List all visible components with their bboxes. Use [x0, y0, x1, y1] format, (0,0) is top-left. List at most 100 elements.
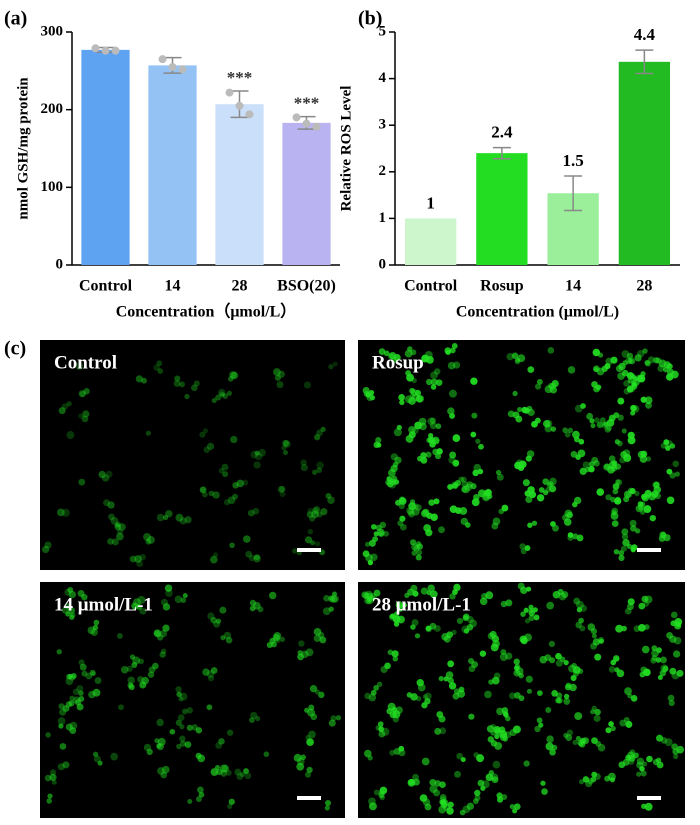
cell — [637, 375, 644, 382]
cell — [64, 588, 72, 596]
cell — [156, 360, 163, 367]
cell — [398, 496, 405, 503]
cell — [574, 712, 583, 721]
cell — [567, 366, 576, 374]
x-tick-label: Rosup — [480, 278, 524, 295]
cell — [255, 715, 261, 722]
cell — [622, 539, 630, 547]
cell — [604, 363, 611, 370]
x-tick-label: 14 — [165, 278, 181, 295]
cell — [193, 380, 200, 387]
cell — [242, 479, 249, 486]
cell — [459, 507, 468, 515]
cell — [674, 471, 680, 477]
cell — [494, 742, 503, 750]
cell — [44, 774, 52, 782]
cell — [191, 384, 198, 392]
cell — [364, 749, 372, 758]
cell — [478, 443, 484, 450]
cell — [75, 362, 84, 371]
cell — [627, 357, 635, 365]
cell — [656, 647, 662, 653]
cell — [139, 607, 147, 615]
cell — [398, 749, 406, 757]
cell — [590, 709, 596, 715]
cell — [642, 348, 648, 354]
cell — [562, 427, 569, 434]
cell — [668, 699, 675, 707]
cell — [492, 760, 501, 769]
cell — [631, 405, 640, 413]
cell — [582, 776, 590, 783]
cell — [651, 655, 658, 661]
cell — [579, 625, 586, 632]
cell — [477, 468, 484, 475]
cell — [414, 389, 422, 397]
cell — [587, 777, 594, 785]
y-tick-label: 4 — [379, 70, 387, 86]
data-point — [245, 110, 254, 119]
cell — [671, 743, 678, 750]
cell — [448, 389, 457, 398]
cell — [645, 401, 652, 409]
cell — [431, 436, 440, 445]
cell — [447, 483, 454, 490]
cell — [395, 706, 403, 714]
cell — [221, 463, 229, 471]
cell — [480, 785, 486, 791]
cell — [456, 752, 463, 760]
cell — [594, 653, 602, 661]
cell — [131, 662, 138, 669]
cell — [274, 374, 281, 381]
cell — [406, 692, 413, 698]
cell — [162, 624, 170, 632]
cell — [614, 439, 620, 445]
cell — [496, 796, 504, 803]
cell — [411, 377, 417, 384]
cell — [332, 361, 338, 367]
cell — [316, 429, 323, 437]
cell — [632, 405, 638, 412]
data-point — [111, 46, 120, 55]
cell — [268, 591, 277, 600]
panel-label: (b) — [358, 8, 382, 30]
cell — [655, 734, 664, 742]
cell — [102, 474, 110, 482]
cell — [434, 727, 442, 735]
cell — [385, 479, 391, 486]
cell — [526, 688, 532, 694]
cell — [304, 707, 310, 713]
cell — [473, 493, 480, 501]
cell — [662, 665, 669, 672]
cell — [514, 357, 521, 363]
cell — [160, 598, 168, 606]
cell — [493, 672, 501, 680]
cell — [542, 478, 549, 485]
cell — [227, 803, 233, 809]
cell — [640, 396, 647, 403]
scale-bar — [637, 796, 661, 800]
cell — [519, 543, 526, 550]
cell — [399, 523, 407, 531]
cell — [561, 591, 569, 598]
cell — [472, 798, 479, 805]
cell — [629, 749, 636, 755]
image-label: 28 μmol/L-1 — [372, 594, 471, 615]
cell — [611, 509, 617, 516]
cell — [310, 713, 318, 721]
cell — [254, 452, 263, 461]
cell — [596, 421, 604, 429]
cell — [458, 686, 465, 693]
cell — [511, 352, 519, 359]
cell — [474, 789, 481, 797]
cell — [644, 624, 650, 630]
cell — [665, 373, 674, 381]
cell — [134, 555, 142, 563]
cell — [120, 665, 129, 674]
cell — [410, 584, 418, 592]
cell — [666, 440, 673, 447]
cell — [239, 771, 245, 778]
cell — [300, 754, 306, 761]
cell — [378, 348, 386, 355]
cell — [440, 798, 449, 807]
